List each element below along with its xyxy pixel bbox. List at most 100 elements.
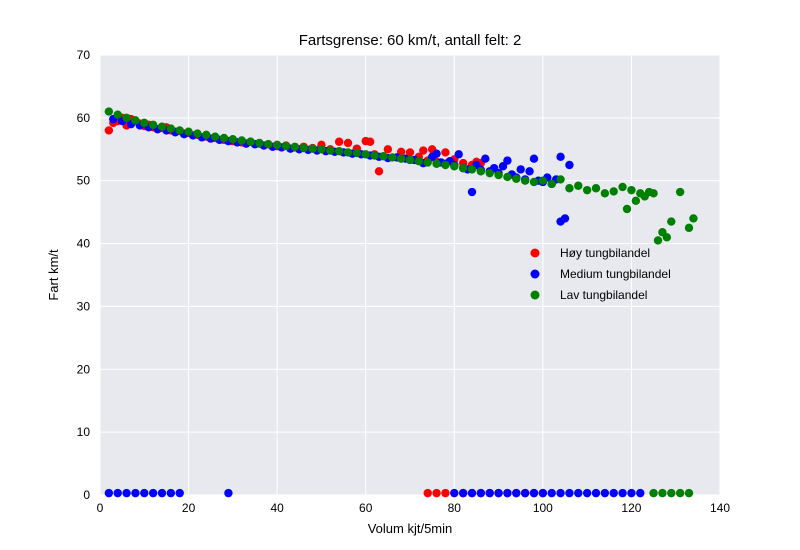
data-point — [521, 177, 529, 185]
data-point — [565, 489, 573, 497]
data-point — [654, 236, 662, 244]
data-point — [610, 489, 618, 497]
data-point — [494, 489, 502, 497]
data-point — [335, 138, 343, 146]
data-point — [441, 161, 449, 169]
data-point — [229, 135, 237, 143]
x-tick-label: 80 — [448, 501, 462, 515]
data-point — [565, 184, 573, 192]
data-point — [574, 182, 582, 190]
data-point — [344, 139, 352, 147]
data-point — [667, 489, 675, 497]
chart-container: 020406080100120140010203040506070Fartsgr… — [0, 0, 800, 550]
y-tick-label: 60 — [77, 111, 91, 125]
data-point — [649, 189, 657, 197]
data-point — [468, 489, 476, 497]
data-point — [424, 158, 432, 166]
legend-label: Høy tungbilandel — [560, 246, 650, 260]
data-point — [565, 161, 573, 169]
data-point — [432, 489, 440, 497]
data-point — [424, 489, 432, 497]
data-point — [441, 148, 449, 156]
legend-label: Medium tungbilandel — [560, 267, 671, 281]
data-point — [503, 489, 511, 497]
data-point — [122, 489, 130, 497]
y-tick-label: 40 — [77, 237, 91, 251]
data-point — [246, 138, 254, 146]
x-tick-label: 140 — [710, 501, 730, 515]
data-point — [308, 144, 316, 152]
data-point — [556, 153, 564, 161]
data-point — [503, 156, 511, 164]
data-point — [224, 489, 232, 497]
data-point — [539, 177, 547, 185]
data-point — [548, 180, 556, 188]
data-point — [149, 121, 157, 129]
data-point — [105, 107, 113, 115]
data-point — [211, 133, 219, 141]
y-axis-label: Fart km/t — [46, 249, 61, 301]
data-point — [685, 224, 693, 232]
data-point — [176, 126, 184, 134]
data-point — [521, 489, 529, 497]
data-point — [450, 162, 458, 170]
data-point — [167, 124, 175, 132]
data-point — [432, 149, 440, 157]
y-tick-label: 20 — [77, 362, 91, 376]
data-point — [623, 205, 631, 213]
data-point — [264, 140, 272, 148]
data-point — [468, 165, 476, 173]
data-point — [131, 489, 139, 497]
data-point — [477, 489, 485, 497]
data-point — [459, 164, 467, 172]
data-point — [517, 165, 525, 173]
data-point — [255, 139, 263, 147]
chart-title: Fartsgrense: 60 km/t, antall felt: 2 — [299, 32, 522, 49]
y-tick-label: 10 — [77, 425, 91, 439]
data-point — [494, 171, 502, 179]
data-point — [689, 214, 697, 222]
data-point — [632, 197, 640, 205]
data-point — [636, 489, 644, 497]
data-point — [193, 129, 201, 137]
data-point — [149, 489, 157, 497]
data-point — [658, 489, 666, 497]
data-point — [556, 489, 564, 497]
y-tick-label: 70 — [77, 48, 91, 62]
y-tick-label: 50 — [77, 174, 91, 188]
data-point — [202, 131, 210, 139]
data-point — [388, 153, 396, 161]
data-point — [477, 167, 485, 175]
data-point — [530, 178, 538, 186]
data-point — [685, 489, 693, 497]
x-axis-label: Volum kjt/5min — [368, 521, 453, 536]
data-point — [592, 184, 600, 192]
x-tick-label: 20 — [182, 501, 196, 515]
data-point — [238, 136, 246, 144]
data-point — [379, 152, 387, 160]
data-point — [291, 143, 299, 151]
data-point — [627, 489, 635, 497]
x-tick-label: 40 — [270, 501, 284, 515]
data-point — [574, 489, 582, 497]
data-point — [366, 138, 374, 146]
data-point — [667, 217, 675, 225]
data-point — [663, 233, 671, 241]
data-point — [105, 126, 113, 134]
data-point — [618, 489, 626, 497]
data-point — [486, 489, 494, 497]
data-point — [317, 145, 325, 153]
data-point — [583, 489, 591, 497]
data-point — [300, 144, 308, 152]
data-point — [419, 146, 427, 154]
data-point — [114, 489, 122, 497]
data-point — [610, 187, 618, 195]
data-point — [556, 175, 564, 183]
data-point — [468, 188, 476, 196]
data-point — [282, 142, 290, 150]
data-point — [601, 489, 609, 497]
data-point — [397, 155, 405, 163]
y-tick-label: 30 — [77, 299, 91, 313]
data-point — [592, 489, 600, 497]
legend-label: Lav tungbilandel — [560, 288, 647, 302]
